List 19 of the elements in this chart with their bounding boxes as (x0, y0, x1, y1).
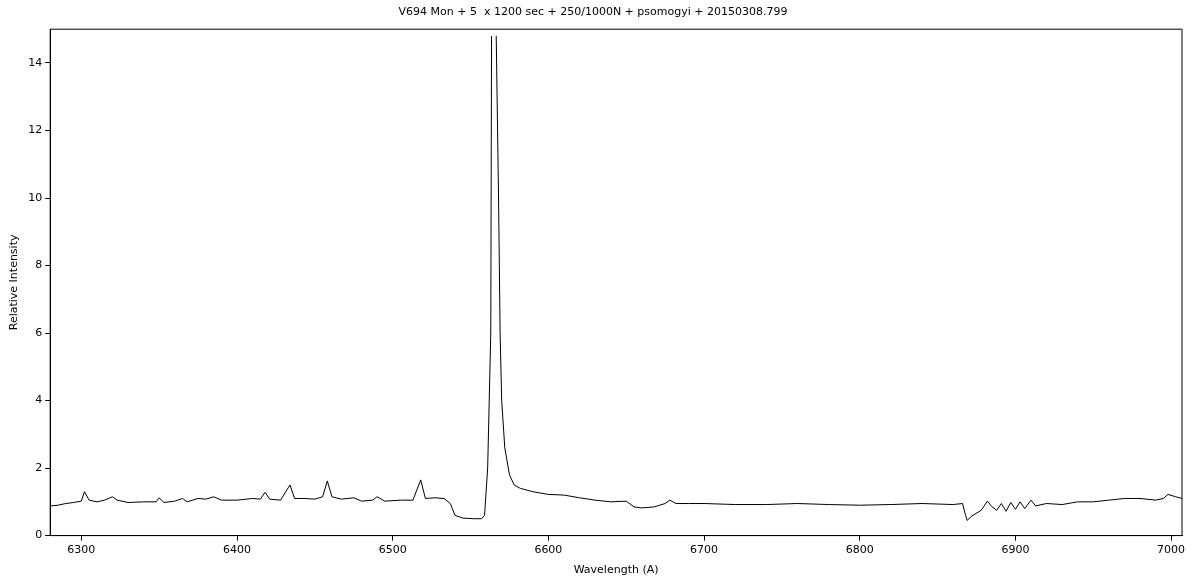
y-tick-label: 8 (35, 258, 43, 272)
x-axis-title: Wavelength (A) (573, 563, 659, 577)
y-tick-label: 2 (35, 460, 43, 474)
chart-title: V694 Mon + 5 x 1200 sec + 250/1000N + psomogyi + 20150308.799 (398, 5, 788, 19)
x-tick-label: 6400 (223, 543, 252, 557)
y-tick-label: 6 (35, 325, 43, 339)
x-tick-label: 6600 (534, 543, 563, 557)
x-tick-label: 6300 (67, 543, 96, 557)
x-tick-label: 6900 (1001, 543, 1030, 557)
y-tick-label: 14 (28, 55, 43, 69)
x-tick-label: 6800 (845, 543, 874, 557)
y-tick-label: 4 (35, 393, 43, 407)
x-tick-label: 6700 (690, 543, 719, 557)
x-tick-label: 7000 (1157, 543, 1186, 557)
y-tick-label: 12 (28, 123, 43, 137)
y-tick-label: 0 (35, 528, 43, 542)
y-axis-title: Relative Intensity (7, 234, 21, 331)
y-tick-label: 10 (28, 190, 43, 204)
x-tick-label: 6500 (378, 543, 407, 557)
